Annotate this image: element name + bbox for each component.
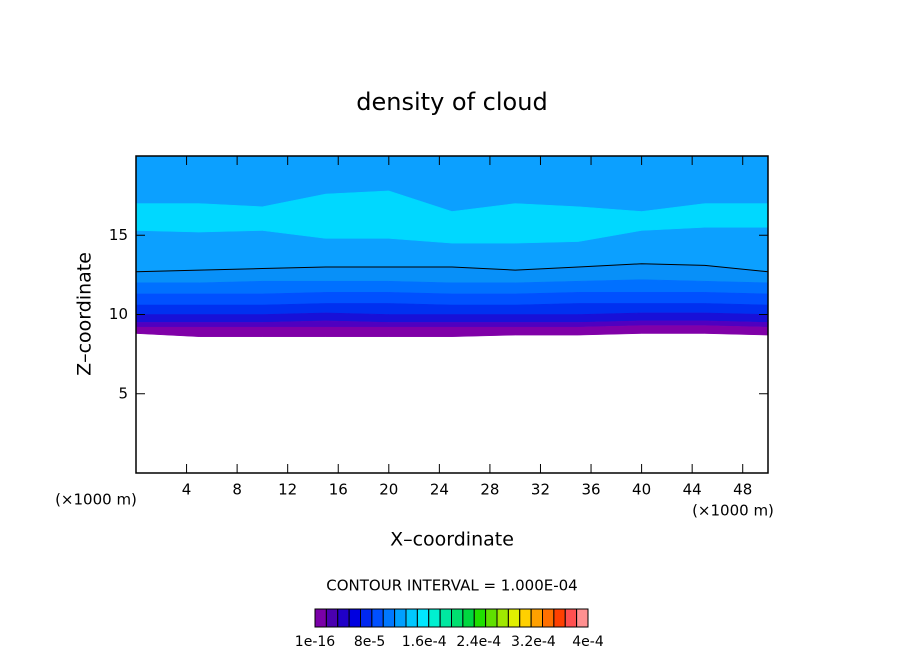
colorbar-swatch bbox=[451, 608, 464, 628]
x-tick-label: 4 bbox=[182, 481, 192, 499]
colorbar-swatch bbox=[462, 608, 475, 628]
colorbar-swatch bbox=[485, 608, 498, 628]
colorbar-label: 1e-16 bbox=[295, 634, 335, 650]
x-tick-label: 16 bbox=[329, 481, 348, 499]
x-tick-label: 36 bbox=[581, 481, 600, 499]
colorbar-swatch bbox=[394, 608, 407, 628]
colorbar-swatch bbox=[382, 608, 396, 628]
colorbar-swatch bbox=[439, 608, 452, 628]
colorbar-swatch bbox=[564, 608, 578, 628]
y-tick-label: 10 bbox=[109, 305, 128, 323]
x-tick-label: 28 bbox=[480, 481, 499, 499]
colorbar-swatch bbox=[325, 608, 339, 628]
colorbar-label: 4e-4 bbox=[572, 634, 604, 650]
colorbar-label: 2.4e-4 bbox=[456, 634, 501, 650]
x-tick-label: 44 bbox=[683, 481, 702, 499]
colorbar-label: 3.2e-4 bbox=[511, 634, 556, 650]
colorbar-swatch bbox=[416, 608, 430, 628]
x-tick-label: 40 bbox=[632, 481, 651, 499]
y-unit: (×1000 m) bbox=[55, 491, 137, 509]
colorbar-swatch bbox=[360, 608, 373, 628]
x-tick-label: 24 bbox=[430, 481, 449, 499]
colorbar-swatch bbox=[496, 608, 509, 628]
colorbar-swatch bbox=[576, 608, 589, 628]
colorbar-swatch bbox=[405, 608, 418, 628]
colorbar-swatch bbox=[553, 608, 566, 628]
colorbar-swatch bbox=[348, 608, 361, 628]
x-tick-label: 48 bbox=[733, 481, 752, 499]
colorbar-swatch bbox=[473, 608, 487, 628]
x-tick-label: 32 bbox=[531, 481, 550, 499]
colorbar-swatch bbox=[371, 608, 384, 628]
y-tick-label: 15 bbox=[109, 226, 128, 244]
colorbar-swatch bbox=[542, 608, 555, 628]
colorbar-swatch bbox=[314, 608, 327, 628]
colorbar-swatch bbox=[428, 608, 441, 628]
x-tick-label: 12 bbox=[278, 481, 297, 499]
colorbar-label: 8e-5 bbox=[354, 634, 385, 650]
colorbar-label: 1.6e-4 bbox=[402, 634, 447, 650]
contour-interval: CONTOUR INTERVAL = 1.000E-04 bbox=[326, 577, 577, 595]
x-axis-label: X–coordinate bbox=[390, 529, 514, 551]
x-unit: (×1000 m) bbox=[692, 502, 774, 520]
chart-title: density of cloud bbox=[356, 88, 547, 116]
colorbar-swatch bbox=[507, 608, 521, 628]
x-tick-label: 8 bbox=[232, 481, 242, 499]
colorbar-swatch bbox=[530, 608, 543, 628]
contour-line bbox=[135, 263, 769, 273]
colorbar-swatch bbox=[337, 608, 350, 628]
contour-band bbox=[135, 325, 769, 337]
y-tick-label: 5 bbox=[118, 384, 128, 402]
colorbar-swatch bbox=[519, 608, 532, 628]
x-tick-label: 20 bbox=[379, 481, 398, 499]
y-axis-label: Z–coordinate bbox=[74, 252, 96, 376]
contour-band bbox=[135, 292, 769, 306]
